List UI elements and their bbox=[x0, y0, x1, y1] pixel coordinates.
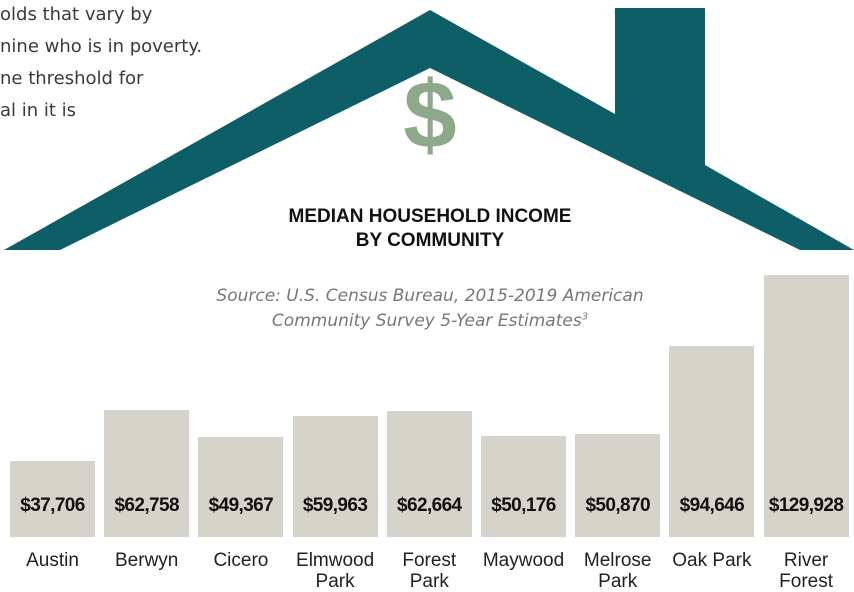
bar bbox=[575, 434, 661, 537]
value-label: $50,176 bbox=[491, 495, 556, 516]
bar bbox=[763, 275, 849, 537]
bar bbox=[669, 346, 755, 537]
chart-title: MEDIAN HOUSEHOLD INCOME bbox=[288, 206, 572, 227]
value-label: $49,367 bbox=[208, 495, 274, 516]
bar bbox=[386, 410, 472, 537]
value-label: $59,963 bbox=[302, 495, 368, 516]
chart-title: BY COMMUNITY bbox=[355, 230, 505, 251]
dollar-icon: $ bbox=[403, 61, 456, 168]
chart-subtitle: Source: U.S. Census Bureau, 2015-2019 Am… bbox=[216, 286, 644, 306]
bar bbox=[198, 437, 284, 537]
category-label: Elmwood Park bbox=[296, 550, 375, 592]
value-label: $94,646 bbox=[679, 495, 745, 516]
value-label: $62,664 bbox=[397, 495, 462, 516]
value-label: $37,706 bbox=[20, 495, 85, 516]
category-label: Austin bbox=[26, 550, 79, 571]
bar bbox=[481, 435, 566, 537]
intro-text: ne threshold for bbox=[0, 68, 144, 89]
roof bbox=[4, 8, 854, 250]
category-label: Cicero bbox=[213, 550, 269, 571]
intro-text: al in it is bbox=[0, 100, 77, 121]
bar bbox=[292, 416, 378, 537]
value-label: $129,928 bbox=[768, 495, 844, 516]
bar bbox=[10, 460, 95, 537]
category-label: Oak Park bbox=[672, 550, 752, 571]
category-label: Forest Park bbox=[402, 550, 457, 592]
intro-text: nine who is in poverty. bbox=[0, 36, 203, 57]
roof-graphic: $ bbox=[4, 8, 854, 250]
category-label: Berwyn bbox=[115, 550, 179, 571]
category-label: Maywood bbox=[482, 550, 565, 571]
category-label: Melrose Park bbox=[583, 550, 652, 592]
value-label: $50,870 bbox=[585, 495, 650, 516]
subtitle-text: Community Survey 5-Year Estimates bbox=[271, 311, 582, 331]
intro-text: olds that vary by bbox=[0, 4, 153, 25]
footnote-marker: 3 bbox=[581, 311, 589, 323]
bar bbox=[104, 410, 190, 537]
value-label: $62,758 bbox=[114, 495, 179, 516]
chart-subtitle: Community Survey 5-Year Estimates3 bbox=[150, 311, 710, 331]
category-label: River Forest bbox=[779, 550, 834, 592]
